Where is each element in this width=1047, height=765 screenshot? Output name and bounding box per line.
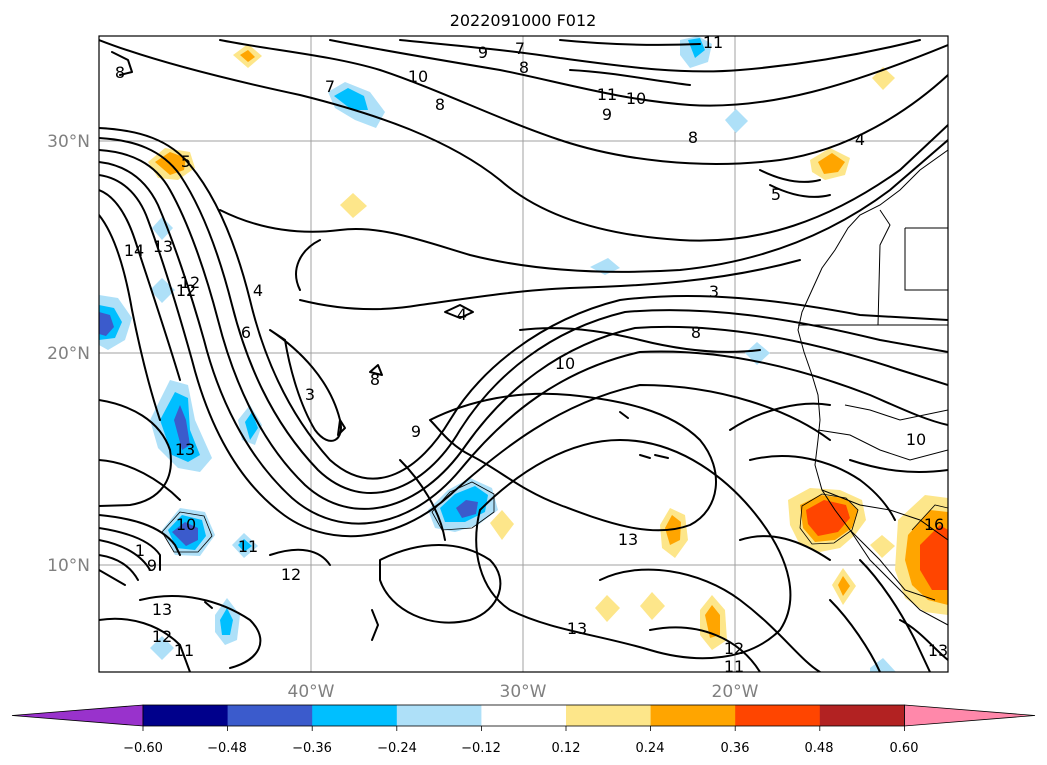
contour-label: 5 [771,185,781,204]
contour-label: 4 [457,305,467,324]
colorbar-tick-label: 0.60 [890,741,919,756]
colorbar-tick-label: 0.36 [721,741,750,756]
colorbar-extend-left [11,704,144,727]
contour-label: 11 [724,657,744,676]
coastline [797,149,948,626]
contour-label: 8 [688,128,698,147]
contour-label: 10 [408,67,428,86]
colorbar-extend-right [904,704,1036,727]
contour-label: 10 [176,515,196,534]
contour-label: 13 [175,440,195,459]
lat-tick: 30°N [47,132,90,152]
gridlines [99,36,948,672]
contour-label: 11 [703,33,723,52]
colorbar-frame [142,704,905,727]
contour-label: 13 [567,619,587,638]
colorbar-segment [227,705,313,726]
contour-label: 11 [597,85,617,104]
contour-label: 16 [924,515,944,534]
map-panel: 8 9 7 8 11 10 8 11 10 9 8 7 4 5 5 14 13 … [99,33,948,676]
contour-label: 3 [305,385,315,404]
contour-label: 9 [147,556,157,575]
contour-label: 8 [691,323,701,342]
colorbar-tick-label: 0.24 [636,741,665,756]
colorbar-segment [143,705,229,726]
contour-label: 12 [281,565,301,584]
colorbar: −0.60 −0.48 −0.36 −0.24 −0.12 0.12 0.24 … [11,704,1036,756]
lon-tick: 40°W [288,682,335,702]
contour-label: 8 [370,370,380,389]
contour-label: 13 [618,530,638,549]
contour-label: 4 [855,130,865,149]
contour-label: 9 [411,422,421,441]
colorbar-segments [11,704,1036,731]
contour-label: 12 [724,639,744,658]
shading-outlines [161,481,948,553]
contour-label: 1 [135,541,145,560]
contour-label: 13 [152,600,172,619]
lat-tick-labels: 30°N 20°N 10°N [47,132,90,576]
contour-label: 14 [124,241,144,260]
colorbar-segment [650,705,736,726]
colorbar-tick-label: −0.24 [377,741,417,756]
contour-label: 8 [519,58,529,77]
contour-label: 4 [253,281,263,300]
contour-label: 6 [241,323,251,342]
map-frame [98,35,949,673]
contour-label: 11 [238,537,258,556]
lat-tick: 20°N [47,344,90,364]
contour-label: 10 [555,354,575,373]
colorbar-ticks: −0.60 −0.48 −0.36 −0.24 −0.12 0.12 0.24 … [123,741,918,756]
contour-label: 7 [515,39,525,58]
colorbar-segment [735,705,821,726]
contour-label: 12 [180,273,200,292]
colorbar-tick-label: −0.36 [292,741,332,756]
colorbar-segment [312,705,398,726]
contour-label: 9 [602,105,612,124]
colorbar-tick-label: −0.12 [461,741,501,756]
lon-tick: 30°W [500,682,547,702]
colorbar-tick-label: 0.12 [552,741,581,756]
contour-label: 13 [928,641,948,660]
contour-label: 8 [115,63,125,82]
colorbar-tick-label: 0.48 [805,741,834,756]
contour-label: 7 [325,77,335,96]
map-title: 2022091000 F012 [450,11,597,30]
contour-lines [99,39,948,672]
contour-label: 12 [152,627,172,646]
contour-label: 9 [478,43,488,62]
colorbar-segment [396,705,482,726]
contour-label: 8 [435,95,445,114]
contour-label: 13 [153,237,173,256]
colorbar-segment [481,705,567,726]
contour-label: 10 [626,89,646,108]
colorbar-tick-label: −0.60 [123,741,163,756]
anomaly-fills [99,36,948,672]
contour-label-group: 8 9 7 8 11 10 8 11 10 9 8 7 4 5 5 14 13 … [115,33,948,676]
contour-label: 12 [176,281,196,300]
contour-label: 11 [174,641,194,660]
colorbar-segment [566,705,652,726]
contour-label: 5 [181,152,191,171]
lon-tick-labels: 40°W 30°W 20°W [288,682,759,702]
lon-tick: 20°W [712,682,759,702]
colorbar-segment [819,705,905,726]
colorbar-tick-label: −0.48 [207,741,247,756]
contour-label: 10 [906,430,926,449]
lat-tick: 10°N [47,556,90,576]
contour-label: 3 [709,282,719,301]
